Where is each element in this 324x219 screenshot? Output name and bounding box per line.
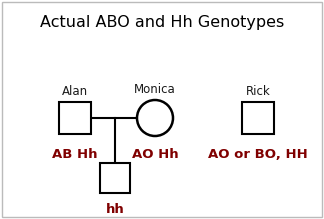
Text: Monica: Monica — [134, 83, 176, 96]
Text: AO or BO, HH: AO or BO, HH — [208, 148, 308, 161]
Text: Rick: Rick — [246, 85, 270, 98]
Bar — [242, 102, 274, 134]
Text: Alan: Alan — [62, 85, 88, 98]
Text: AO Hh: AO Hh — [132, 148, 178, 161]
Bar — [59, 102, 91, 134]
Bar — [100, 163, 130, 193]
Text: AB Hh: AB Hh — [52, 148, 98, 161]
Circle shape — [137, 100, 173, 136]
Text: Actual ABO and Hh Genotypes: Actual ABO and Hh Genotypes — [40, 14, 284, 30]
Text: hh: hh — [106, 203, 124, 216]
